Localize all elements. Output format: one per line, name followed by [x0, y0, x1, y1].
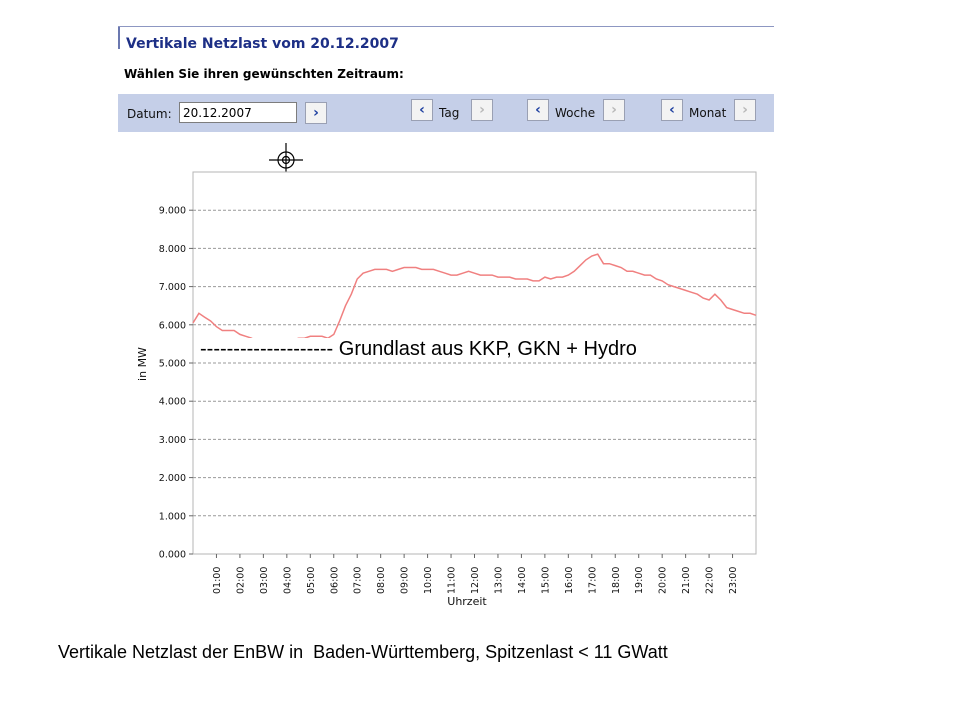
figure-caption: Vertikale Netzlast der EnBW in Baden-Wür…	[58, 642, 668, 662]
y-tick-label: 9.000	[159, 206, 186, 217]
y-tick-label: 2.000	[159, 473, 186, 484]
x-tick-label: 08:00	[376, 567, 387, 594]
date-input[interactable]	[179, 102, 297, 123]
date-label: Datum:	[127, 107, 172, 121]
y-tick-label: 4.000	[159, 397, 186, 408]
go-button[interactable]: ›	[305, 102, 327, 124]
load-chart: 0.000 1.000 2.000 3.000 4.000 5.000 6.000 7.000…	[136, 143, 757, 608]
x-tick-label: 05:00	[306, 567, 317, 594]
x-tick-label: 10:00	[423, 567, 434, 594]
crosshair-icon	[269, 143, 303, 177]
next-week-button[interactable]: ›	[603, 99, 625, 121]
x-tick-label: 21:00	[681, 567, 692, 594]
month-label: Monat	[689, 106, 727, 120]
week-label: Woche	[555, 106, 596, 120]
y-axis-label: in MW	[136, 347, 149, 381]
y-tick-label: 8.000	[159, 244, 186, 255]
grid-lines	[193, 209, 756, 517]
date-navigation-toolbar: Datum: › ‹ Tag › ‹ Woche › ‹ Monat ›	[118, 94, 774, 132]
header-accent-bar	[118, 27, 120, 49]
y-tick-label: 6.000	[159, 320, 186, 331]
x-tick-label: 11:00	[447, 567, 458, 594]
x-axis-label: Uhrzeit	[447, 595, 487, 608]
x-tick-label: 14:00	[517, 567, 528, 594]
x-tick-label: 02:00	[235, 567, 246, 594]
chevron-right-icon: ›	[313, 105, 319, 121]
x-tick-label: 01:00	[212, 567, 223, 594]
prev-day-button[interactable]: ‹	[411, 99, 433, 121]
page-title: Vertikale Netzlast vom 20.12.2007	[126, 36, 399, 52]
x-tick-label: 06:00	[329, 567, 340, 594]
y-tick-label: 7.000	[159, 282, 186, 293]
x-tick-label: 22:00	[705, 567, 716, 594]
chevron-right-icon: ›	[611, 102, 617, 118]
x-tick-label: 20:00	[658, 567, 669, 594]
x-tick-label: 23:00	[728, 567, 739, 594]
y-tick-label: 3.000	[159, 435, 186, 446]
x-tick-label: 17:00	[587, 567, 598, 594]
period-prompt: Wählen Sie ihren gewünschten Zeitraum:	[124, 67, 404, 81]
x-tick-labels: 01:00 02:00 03:00 04:00 05:00 06:00 07:00 08:00…	[212, 554, 739, 594]
chevron-right-icon: ›	[479, 102, 485, 118]
x-tick-label: 03:00	[259, 567, 270, 594]
x-tick-label: 09:00	[400, 567, 411, 594]
y-tick-label: 5.000	[159, 359, 186, 370]
prev-month-button[interactable]: ‹	[661, 99, 683, 121]
x-tick-label: 18:00	[611, 567, 622, 594]
chevron-left-icon: ‹	[419, 102, 425, 118]
chevron-right-icon: ›	[742, 102, 748, 118]
y-tick-labels: 0.000 1.000 2.000 3.000 4.000 5.000 6.000 7.000…	[159, 206, 193, 561]
day-label: Tag	[439, 106, 460, 120]
next-month-button[interactable]: ›	[734, 99, 756, 121]
x-tick-label: 19:00	[634, 567, 645, 594]
next-day-button[interactable]: ›	[471, 99, 493, 121]
x-tick-label: 12:00	[470, 567, 481, 594]
chevron-left-icon: ‹	[669, 102, 675, 118]
x-tick-label: 16:00	[564, 567, 575, 594]
y-tick-label: 1.000	[159, 511, 186, 522]
chevron-left-icon: ‹	[535, 102, 541, 118]
x-tick-label: 13:00	[493, 567, 504, 594]
x-tick-label: 04:00	[282, 567, 293, 594]
x-tick-label: 07:00	[353, 567, 364, 594]
x-tick-label: 15:00	[540, 567, 551, 594]
baseload-annotation: -------------------- Grundlast aus KKP, …	[198, 338, 639, 361]
prev-week-button[interactable]: ‹	[527, 99, 549, 121]
panel-header: Vertikale Netzlast vom 20.12.2007	[118, 26, 774, 55]
y-tick-label: 0.000	[159, 550, 186, 561]
